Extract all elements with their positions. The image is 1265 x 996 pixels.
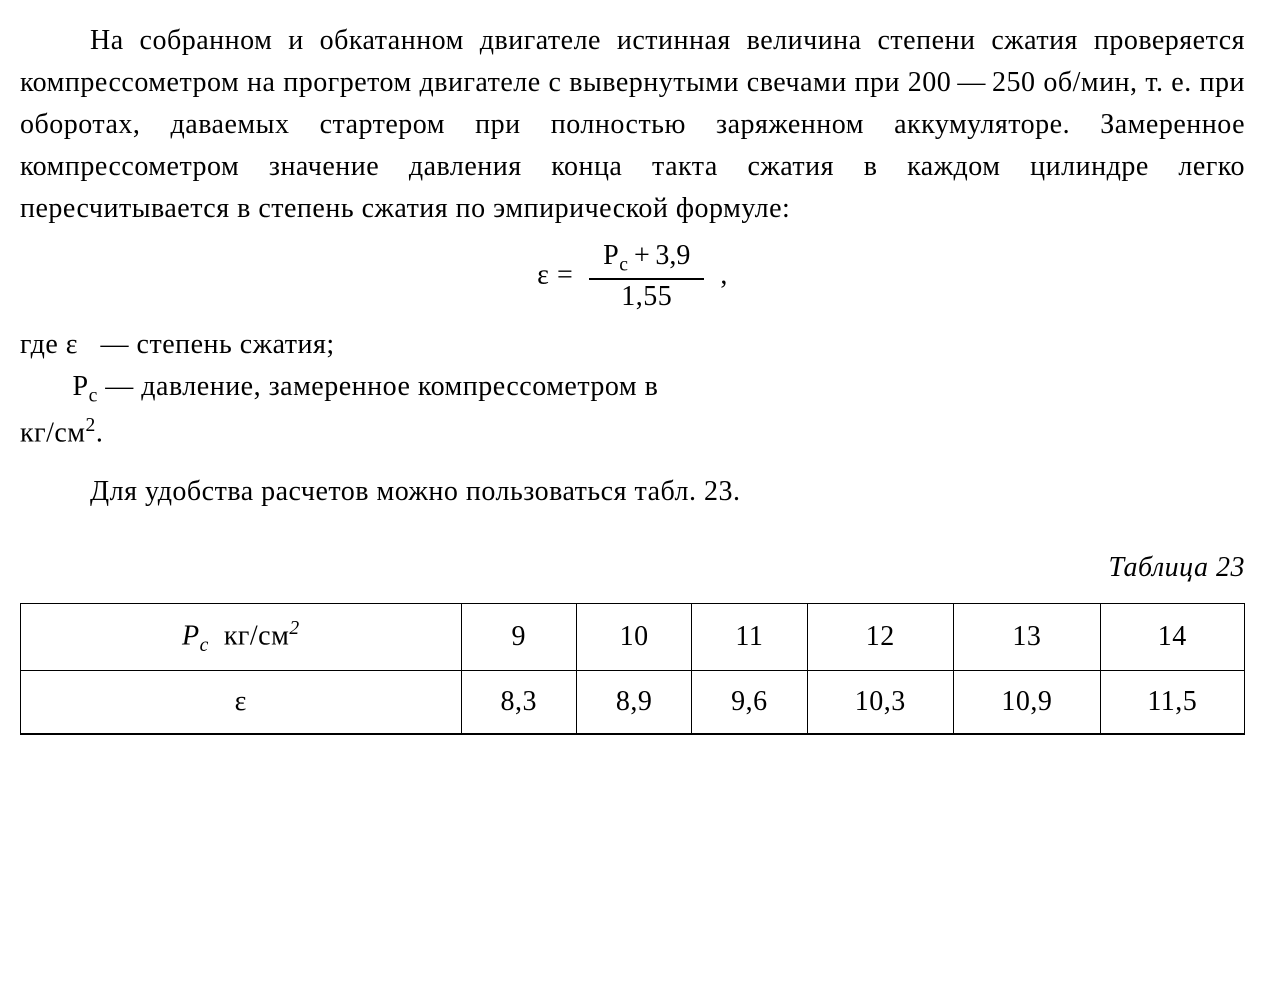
paragraph-intro: На собранном и обкатанном двигателе исти…	[20, 20, 1245, 230]
formula-fraction: Pс + 3,9 1,55	[589, 241, 704, 313]
def-eps-symbol: ε	[66, 329, 78, 360]
def-pc-symbol: Pс	[73, 371, 98, 402]
table-row1-c5: 13	[954, 604, 1101, 671]
formula-numerator: Pс + 3,9	[589, 241, 704, 280]
paragraph-table-ref: Для удобства расчетов можно пользоваться…	[20, 471, 1245, 513]
formula-equals: =	[549, 260, 580, 291]
table-row1-c6: 14	[1100, 604, 1244, 671]
table-row1-c4: 12	[807, 604, 954, 671]
def-where: где	[20, 329, 66, 360]
def-eps-desc: — степень сжатия;	[93, 329, 335, 360]
table-row1-c1: 9	[461, 604, 576, 671]
table-row2-head: ε	[21, 671, 462, 735]
table-row1-c2: 10	[576, 604, 691, 671]
table-row2-c5: 10,9	[954, 671, 1101, 735]
def-pc-desc: — давление, замеренное компрессометром в	[98, 371, 659, 402]
table-row1-head: Pс кг/см2	[21, 604, 462, 671]
table-23: Pс кг/см2 9 10 11 12 13 14 ε 8,3 8,9 9,6…	[20, 603, 1245, 735]
def-pc: Pс — давление, замеренное компрессометро…	[20, 366, 1245, 411]
formula-lhs: ε	[537, 260, 549, 291]
table-row2-c2: 8,9	[576, 671, 691, 735]
table-row2-c3: 9,6	[692, 671, 807, 735]
definitions: где ε — степень сжатия; Pс — давление, з…	[20, 324, 1245, 454]
table-row2-c4: 10,3	[807, 671, 954, 735]
table-row2-c1: 8,3	[461, 671, 576, 735]
table-caption: Таблица 23	[20, 547, 1245, 589]
def-epsilon: где ε — степень сжатия;	[20, 324, 1245, 366]
table-row1-c3: 11	[692, 604, 807, 671]
formula-denominator: 1,55	[589, 280, 704, 313]
formula-epsilon: ε = Pс + 3,9 1,55 ,	[20, 241, 1245, 313]
def-pc-unit: кг/см2.	[20, 411, 1245, 454]
table-row2-c6: 11,5	[1100, 671, 1244, 735]
formula-trailing: ,	[713, 260, 728, 291]
